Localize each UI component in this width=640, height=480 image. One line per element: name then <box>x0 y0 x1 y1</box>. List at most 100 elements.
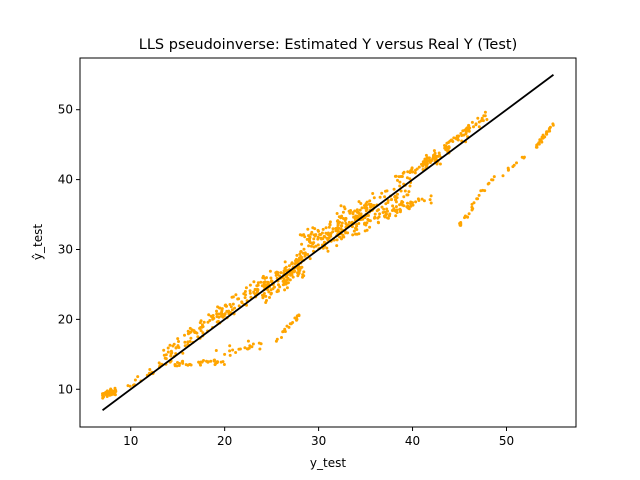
data-point <box>463 214 467 218</box>
data-point <box>324 231 328 235</box>
data-point <box>386 201 390 204</box>
data-point <box>283 288 287 292</box>
data-point <box>299 256 303 260</box>
y-tick-label: 40 <box>58 173 73 187</box>
data-point <box>515 161 518 165</box>
data-point <box>311 242 315 246</box>
data-point <box>251 342 255 346</box>
data-point <box>319 236 323 240</box>
data-point <box>470 205 474 209</box>
chart-title: LLS pseudoinverse: Estimated Y versus Re… <box>139 37 517 53</box>
data-point <box>348 211 352 215</box>
data-point <box>474 123 478 127</box>
data-point <box>331 230 335 234</box>
data-point <box>228 344 232 348</box>
data-point <box>464 132 468 136</box>
data-point <box>237 304 241 308</box>
data-point <box>364 223 368 227</box>
x-tick-label: 30 <box>311 434 326 448</box>
data-point <box>269 292 273 296</box>
data-point <box>413 171 417 175</box>
data-point <box>335 229 339 233</box>
data-point <box>189 336 193 340</box>
data-point <box>340 237 343 241</box>
data-point <box>271 287 275 291</box>
data-point <box>295 316 298 320</box>
data-point <box>461 129 465 133</box>
data-point <box>384 213 388 217</box>
data-point <box>512 163 516 167</box>
data-point <box>467 212 471 216</box>
data-point <box>199 329 203 333</box>
data-point <box>230 308 234 312</box>
data-point <box>255 284 259 288</box>
data-point <box>231 348 235 352</box>
data-point <box>265 299 268 302</box>
data-point <box>393 195 397 199</box>
data-point <box>287 325 291 329</box>
data-point <box>207 313 211 317</box>
data-point <box>312 237 316 241</box>
data-point <box>399 189 403 193</box>
data-point <box>406 206 410 209</box>
data-point <box>319 233 323 236</box>
data-point <box>306 227 310 231</box>
data-point <box>168 343 172 347</box>
data-point <box>215 312 219 316</box>
data-point <box>343 207 347 211</box>
data-point <box>261 294 265 298</box>
x-tick-label: 50 <box>499 434 514 448</box>
data-point <box>301 273 305 277</box>
data-point <box>176 337 180 341</box>
x-tick-label: 20 <box>217 434 232 448</box>
data-point <box>169 349 173 353</box>
data-point <box>409 169 413 173</box>
data-point <box>438 153 442 157</box>
data-point <box>178 362 182 365</box>
data-point <box>316 237 320 241</box>
data-point <box>316 243 320 247</box>
data-point <box>373 215 377 219</box>
data-point <box>228 353 232 357</box>
data-point <box>408 177 412 181</box>
data-point <box>249 295 253 299</box>
x-axis-ticks: 10 20 30 40 50 <box>123 427 514 448</box>
data-point <box>181 351 185 355</box>
data-point <box>327 233 331 237</box>
data-point <box>287 264 291 268</box>
data-point <box>335 244 339 248</box>
data-point <box>243 296 247 300</box>
data-point <box>357 200 361 204</box>
data-point <box>197 360 201 364</box>
data-point <box>295 253 299 257</box>
data-point <box>245 347 249 351</box>
data-point <box>347 220 351 224</box>
data-point <box>276 271 280 275</box>
data-point <box>228 349 232 353</box>
data-point <box>189 330 193 334</box>
data-point <box>107 392 111 396</box>
data-point <box>215 361 219 365</box>
data-point <box>186 332 190 336</box>
data-point <box>231 302 235 306</box>
data-point <box>373 212 377 216</box>
data-point <box>335 212 339 215</box>
y-tick-label: 50 <box>58 103 73 117</box>
data-point <box>449 138 453 142</box>
data-point <box>269 276 273 280</box>
data-point <box>351 211 355 215</box>
data-point <box>286 281 290 285</box>
data-point <box>113 386 117 390</box>
data-point <box>351 233 355 237</box>
data-point <box>268 296 271 299</box>
data-point <box>274 339 278 343</box>
data-point <box>177 340 180 343</box>
data-point <box>414 200 418 204</box>
y-tick-label: 30 <box>58 242 73 256</box>
data-point <box>355 214 359 218</box>
data-point <box>366 218 370 221</box>
data-point <box>202 320 206 324</box>
data-point <box>402 195 406 199</box>
data-point <box>325 246 329 250</box>
plot-frame <box>79 57 577 428</box>
